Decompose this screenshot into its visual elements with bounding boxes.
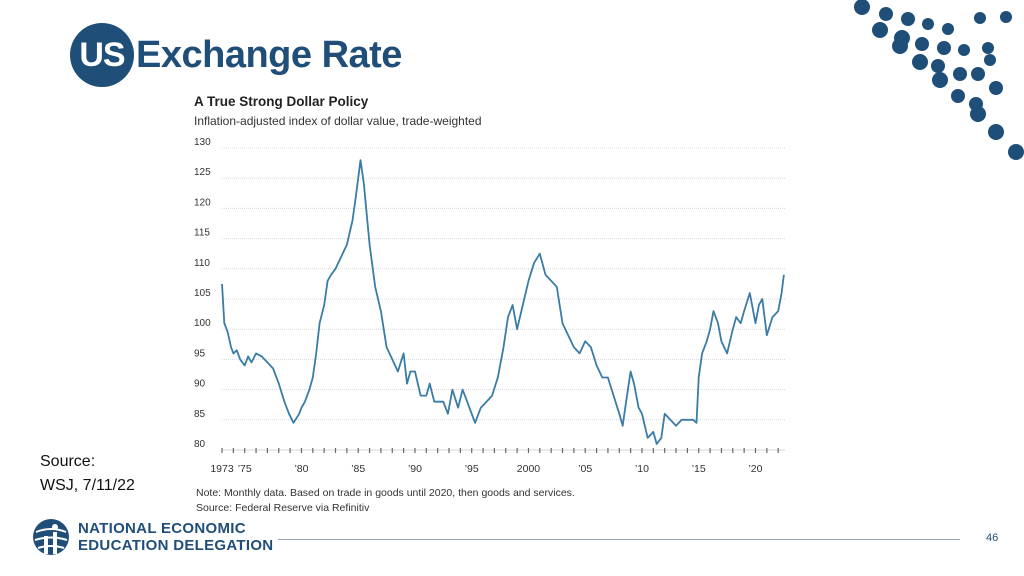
decorative-dot: [915, 37, 929, 51]
x-tick-label: ’20: [748, 463, 762, 475]
x-tick-label: 2000: [517, 463, 541, 475]
x-tick-label: 1973: [210, 463, 234, 475]
source-label: Source:: [40, 453, 96, 470]
decorative-dot: [971, 67, 985, 81]
decorative-dot: [942, 23, 954, 35]
decorative-dot: [984, 54, 996, 66]
x-tick-label: ’95: [465, 463, 479, 475]
decorative-dot: [937, 41, 951, 55]
y-tick-label: 95: [194, 348, 206, 359]
y-tick-label: 130: [194, 138, 211, 148]
chart-source: Source: Federal Reserve via Refinitiv: [196, 502, 370, 514]
decorative-dot: [970, 106, 986, 122]
decorative-dot: [931, 59, 945, 73]
decorative-dot: [872, 22, 888, 38]
decorative-dot: [951, 89, 965, 103]
decorative-dot: [901, 12, 915, 26]
x-tick-label: ’10: [635, 463, 649, 475]
decorative-dot: [988, 124, 1004, 140]
slide-title: US Exchange Rate: [70, 20, 402, 90]
decorative-dot: [854, 0, 870, 15]
logo-line2: EDUCATION DELEGATION: [78, 537, 274, 554]
decorative-dot: [892, 38, 908, 54]
page-number: 46: [986, 532, 999, 544]
y-tick-label: 125: [194, 167, 211, 178]
slide-source: Source: WSJ, 7/11/22: [40, 450, 135, 498]
logo-line1: NATIONAL ECONOMIC: [78, 520, 246, 537]
decorative-dot: [932, 72, 948, 88]
decorative-dot: [989, 81, 1003, 95]
x-tick-label: ’85: [351, 463, 365, 475]
series-line: [221, 159, 785, 445]
source-citation: WSJ, 7/11/22: [40, 477, 135, 494]
decorative-dot: [1000, 11, 1012, 23]
us-badge: US: [70, 23, 134, 87]
chart-title: A True Strong Dollar Policy: [194, 94, 369, 109]
x-tick-label: ’90: [408, 463, 422, 475]
decorative-dot: [982, 42, 994, 54]
globe-person-icon: [33, 519, 69, 555]
decorative-dot: [912, 54, 928, 70]
y-tick-label: 100: [194, 318, 211, 329]
y-tick-label: 90: [194, 379, 206, 390]
decorative-dot: [953, 67, 967, 81]
logo-text: NATIONAL ECONOMIC EDUCATION DELEGATION: [78, 520, 273, 554]
x-tick-label: ’15: [692, 463, 706, 475]
page-title: Exchange Rate: [136, 33, 402, 76]
footer-divider: [278, 539, 960, 540]
y-tick-label: 105: [194, 288, 211, 299]
decorative-dots: [854, 0, 1024, 160]
decorative-dot: [958, 44, 970, 56]
x-tick-label: ’75: [238, 463, 252, 475]
y-tick-label: 85: [194, 409, 206, 420]
chart-note: Note: Monthly data. Based on trade in go…: [196, 487, 575, 499]
y-tick-label: 110: [194, 258, 210, 269]
need-logo: NATIONAL ECONOMIC EDUCATION DELEGATION: [32, 518, 273, 556]
decorative-dot: [1008, 144, 1024, 160]
chart-subtitle: Inflation-adjusted index of dollar value…: [194, 114, 482, 128]
y-tick-label: 115: [194, 228, 210, 239]
x-tick-label: ’80: [294, 463, 308, 475]
y-tick-label: 80: [194, 439, 206, 450]
line-chart: 80 85 90 95 100 105 110 115 120 125 130 1973 ’75 ’80 ’…: [194, 138, 785, 475]
decorative-dot: [922, 18, 934, 30]
decorative-dot: [879, 7, 893, 21]
y-tick-label: 120: [194, 197, 211, 208]
x-tick-label: ’05: [578, 463, 592, 475]
decorative-dot: [974, 12, 986, 24]
